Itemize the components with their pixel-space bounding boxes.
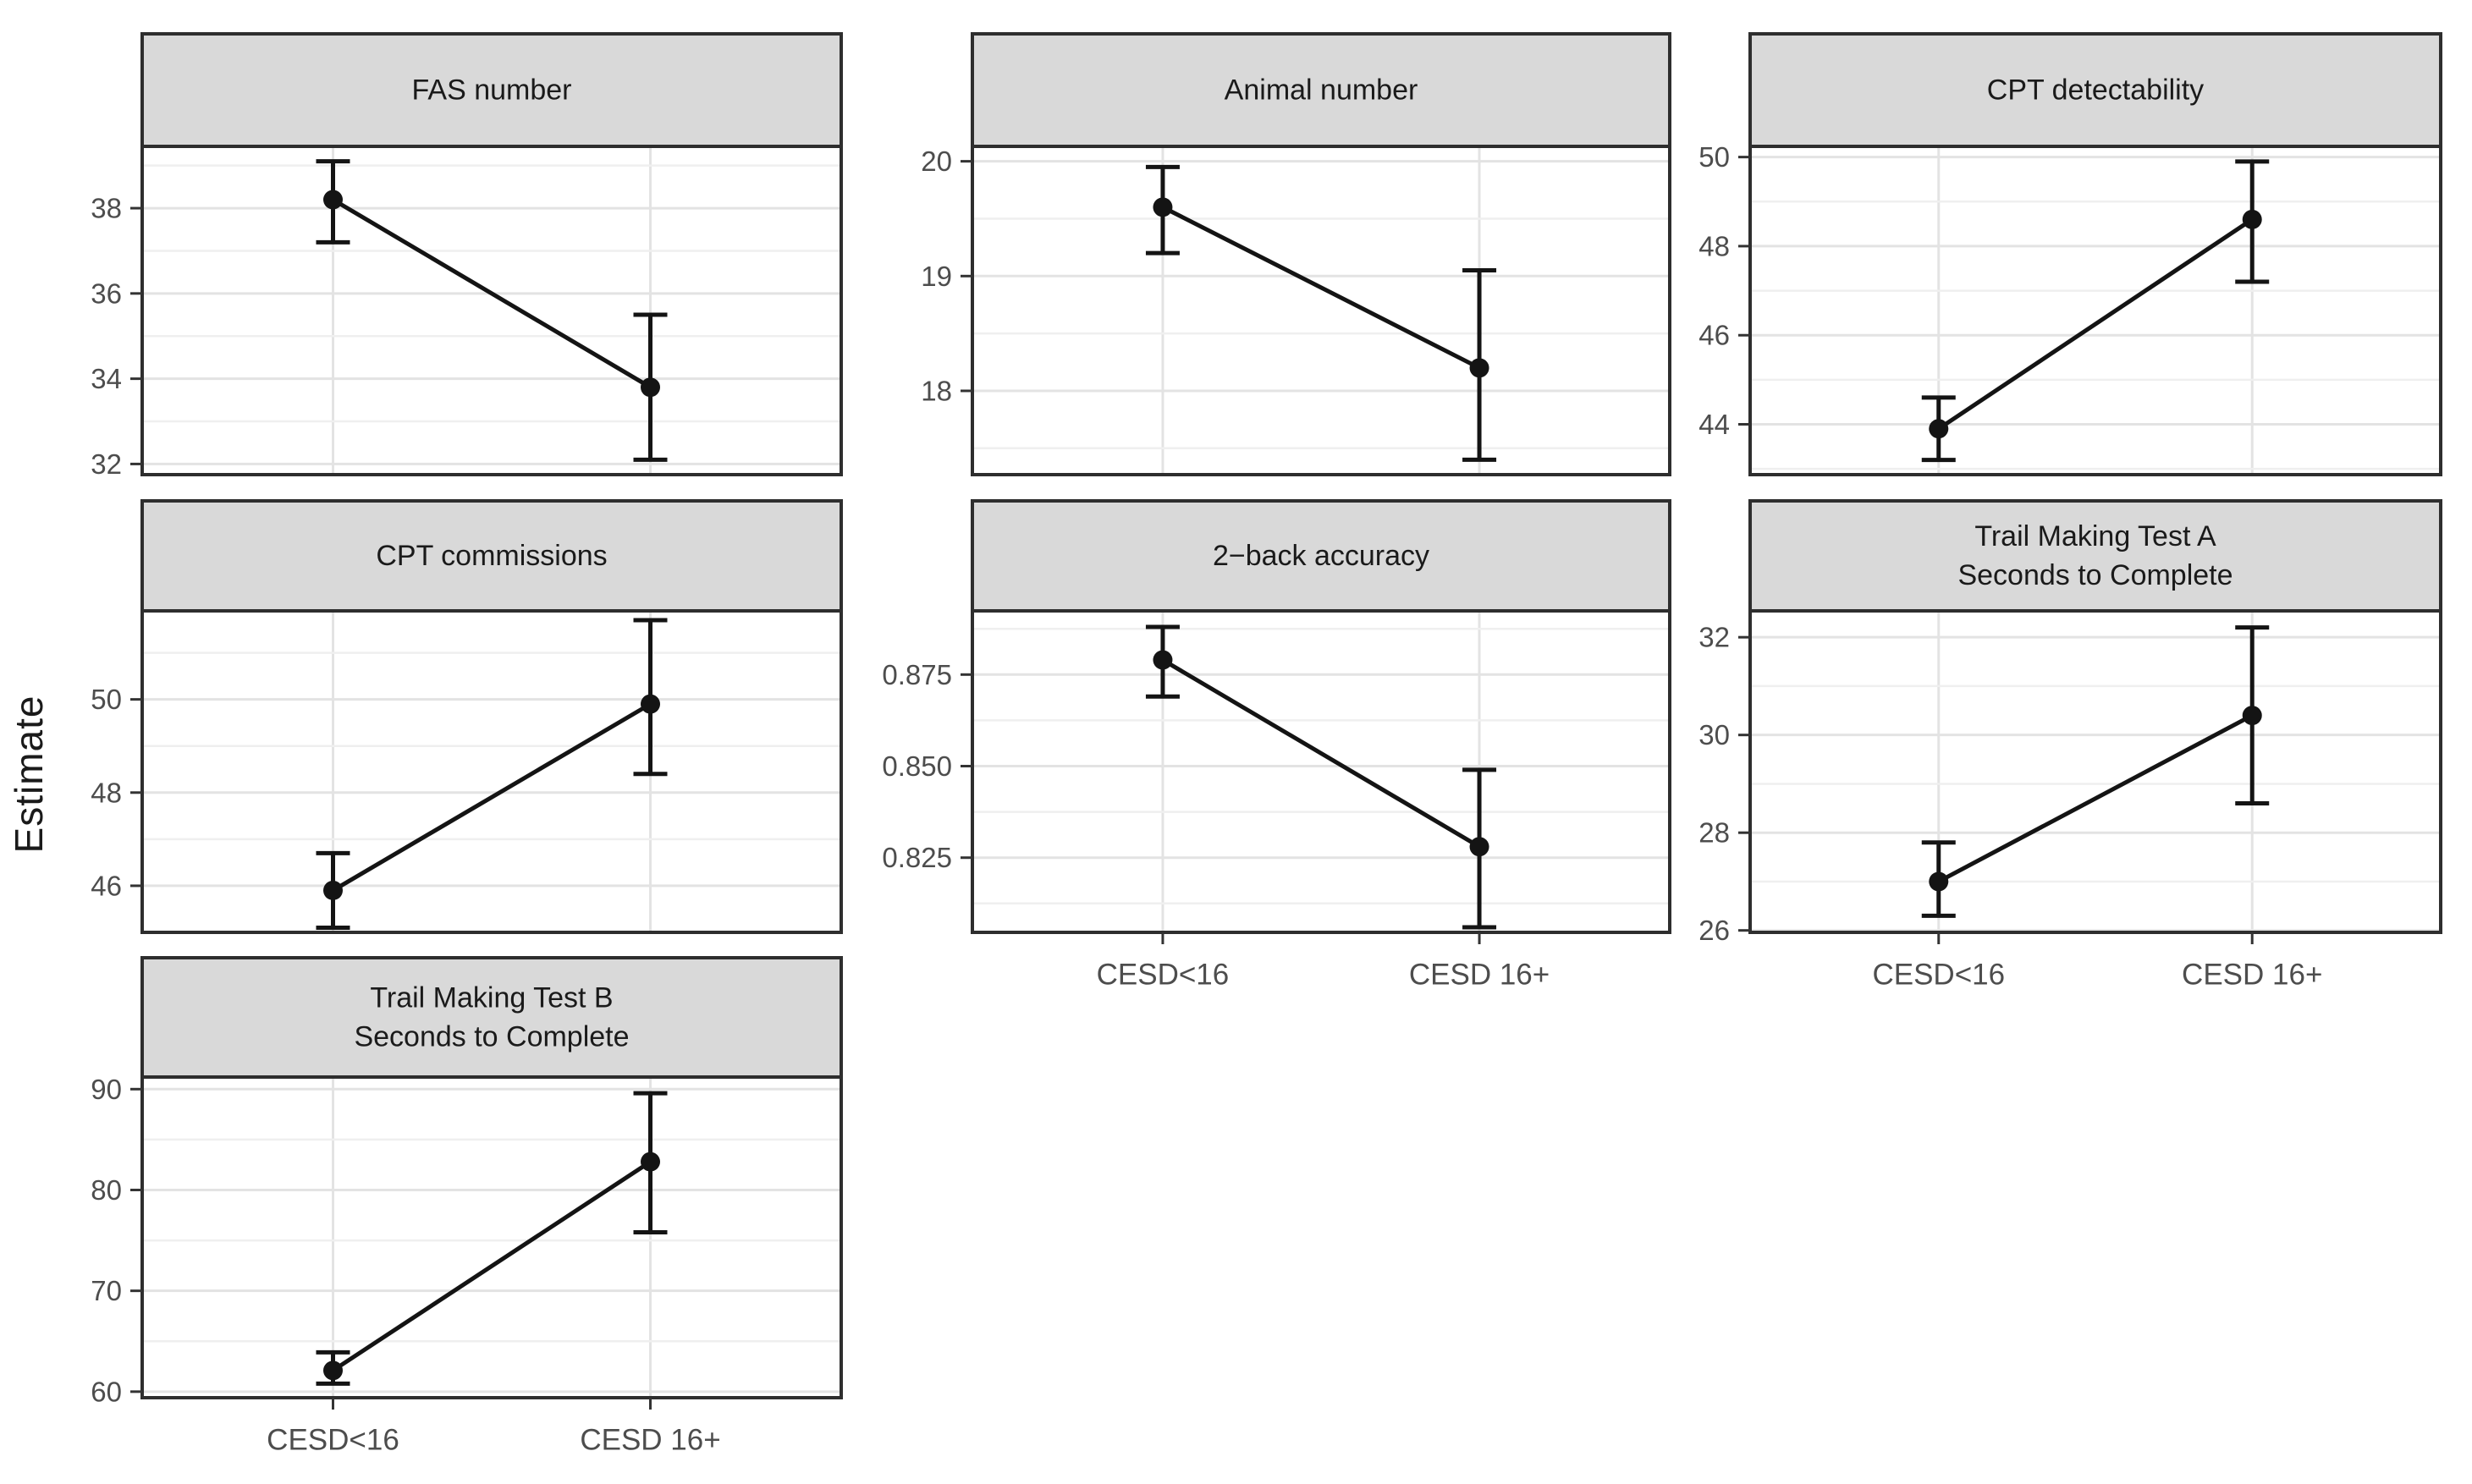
data-point xyxy=(2242,706,2262,726)
y-tick-label: 0.825 xyxy=(882,842,952,873)
y-tick-label: 50 xyxy=(91,684,122,715)
y-tick-label: 60 xyxy=(91,1376,122,1407)
data-point xyxy=(322,1360,343,1381)
strip-title-line: CPT detectability xyxy=(1987,74,2204,107)
y-tick-label: 90 xyxy=(91,1074,122,1105)
data-point xyxy=(1153,650,1173,670)
data-point xyxy=(641,694,661,714)
y-tick-label: 32 xyxy=(91,448,122,480)
strip-title-line: Seconds to Complete xyxy=(354,1021,629,1053)
strip-title-line: Animal number xyxy=(1225,74,1418,107)
panel-border xyxy=(140,1075,843,1399)
strip-title-line: Trail Making Test B xyxy=(370,982,613,1014)
panel-background xyxy=(142,611,841,932)
y-tick-label: 48 xyxy=(1698,230,1730,261)
facet-trail-making-test-b: Trail Making Test B Seconds to Complete 90… xyxy=(91,956,843,1457)
y-tick-label: 46 xyxy=(91,870,122,901)
data-point xyxy=(641,377,661,398)
trend-line xyxy=(332,1160,652,1372)
y-tick-label: 20 xyxy=(921,146,952,177)
panel-border xyxy=(1748,145,2442,476)
y-tick-label: 19 xyxy=(921,261,952,292)
y-tick-label: 80 xyxy=(91,1174,122,1206)
data-point xyxy=(1153,197,1173,217)
panel-background xyxy=(1750,611,2441,932)
y-tick-label: 0.850 xyxy=(882,750,952,782)
strip-title-line: Seconds to Complete xyxy=(1957,559,2233,591)
facet-strip xyxy=(140,32,843,148)
facet-2-back-accuracy: 2−back accuracy 0.875 0.850 0.825 CESD<16 CES… xyxy=(882,499,1671,992)
y-tick-label: 32 xyxy=(1698,622,1730,653)
strip-title-line: Trail Making Test A xyxy=(1974,520,2216,552)
y-axis-title: Estimate xyxy=(7,695,51,854)
x-tick-label: CESD<16 xyxy=(1872,959,2005,992)
trend-line xyxy=(1937,217,2254,431)
panel-border xyxy=(1748,609,2442,934)
trend-line xyxy=(1937,713,2254,884)
data-point xyxy=(1929,419,1949,439)
x-tick-label: CESD 16+ xyxy=(1409,959,1550,992)
facet-cpt-detectability: CPT detectability 50 48 46 44 xyxy=(1698,32,2442,476)
panel-background xyxy=(972,611,1670,932)
y-tick-label: 48 xyxy=(91,777,122,808)
y-tick-label: 50 xyxy=(1698,141,1730,173)
panel-border xyxy=(140,145,843,476)
strip-title-line: FAS number xyxy=(412,74,572,107)
x-tick-label: CESD<16 xyxy=(267,1424,399,1457)
data-point xyxy=(322,190,343,210)
trend-line xyxy=(332,701,652,893)
facet-fas-number: FAS number 38 36 34 32 xyxy=(91,32,843,480)
x-tick-label: CESD<16 xyxy=(1097,959,1230,992)
facet-strip xyxy=(1748,499,2442,613)
strip-title-line: 2−back accuracy xyxy=(1213,540,1429,572)
y-tick-label: 26 xyxy=(1698,915,1730,946)
panel-border xyxy=(971,145,1671,476)
data-point xyxy=(1929,871,1949,892)
y-tick-label: 38 xyxy=(91,193,122,224)
facet-cpt-commissions: CPT commissions 50 48 46 xyxy=(91,499,843,934)
x-tick-label: CESD 16+ xyxy=(2182,959,2322,992)
y-tick-label: 0.875 xyxy=(882,659,952,690)
data-point xyxy=(1469,837,1489,857)
data-point xyxy=(641,1151,661,1172)
trend-line xyxy=(1161,657,1481,849)
facet-strip xyxy=(1748,32,2442,148)
facet-strip xyxy=(140,956,843,1079)
y-tick-label: 28 xyxy=(1698,817,1730,849)
y-tick-label: 18 xyxy=(921,375,952,406)
strip-title-line: CPT commissions xyxy=(376,540,607,572)
panel-background xyxy=(142,1077,841,1398)
facet-animal-number: Animal number 20 19 18 xyxy=(921,32,1671,476)
panel-border xyxy=(140,609,843,934)
facet-trail-making-test-a: Trail Making Test A Seconds to Complete 32… xyxy=(1698,499,2442,992)
trend-line xyxy=(1161,205,1481,371)
panel-background xyxy=(142,146,841,475)
x-tick-label: CESD 16+ xyxy=(580,1424,720,1457)
y-tick-label: 34 xyxy=(91,363,122,394)
y-tick-label: 46 xyxy=(1698,320,1730,351)
facet-strip xyxy=(971,32,1671,148)
data-point xyxy=(322,880,343,900)
y-tick-label: 30 xyxy=(1698,719,1730,750)
panel-background xyxy=(972,146,1670,475)
y-tick-label: 36 xyxy=(91,278,122,309)
panel-border xyxy=(971,609,1671,934)
data-point xyxy=(2242,209,2262,229)
y-tick-label: 44 xyxy=(1698,409,1730,440)
trend-line xyxy=(332,197,652,389)
data-point xyxy=(1469,358,1489,378)
y-tick-label: 70 xyxy=(91,1275,122,1306)
